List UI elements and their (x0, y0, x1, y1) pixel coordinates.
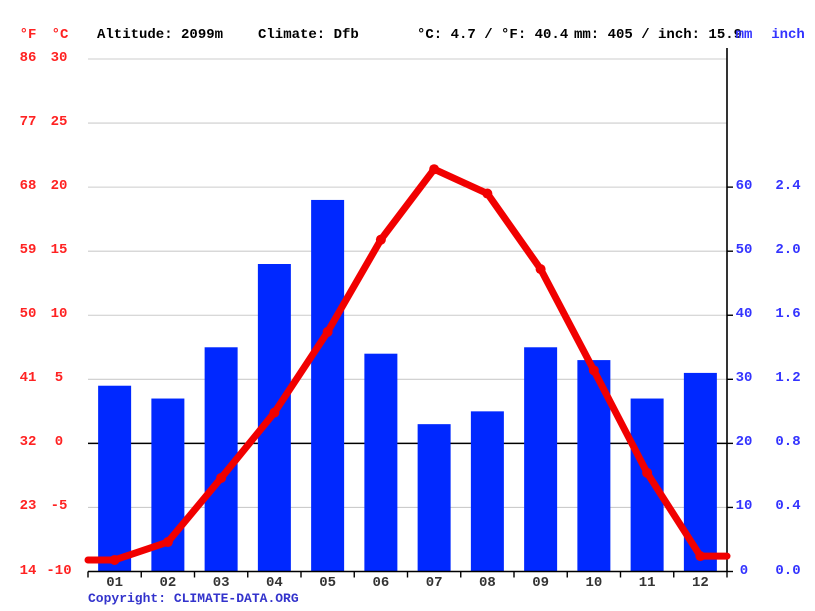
left-tick-c-0: 0 (54, 434, 64, 451)
left-tick-f-32: 32 (19, 434, 37, 451)
precip-bar-07 (417, 424, 451, 572)
right-tick-inch-0.8: 0.8 (775, 434, 801, 451)
right-tick-mm-20: 20 (735, 434, 753, 451)
right-tick-mm-10: 10 (735, 498, 753, 515)
precip-bar-05 (311, 199, 345, 572)
month-label-09: 09 (532, 575, 550, 591)
temperature-point-04 (269, 407, 280, 418)
temperature-point-11 (642, 467, 653, 478)
temperature-point-12 (695, 551, 706, 562)
month-label-04: 04 (265, 575, 283, 591)
temperature-point-05 (322, 326, 333, 337)
temperature-point-08 (482, 188, 493, 199)
temperature-line (84, 165, 731, 564)
temperature-point-02 (162, 537, 173, 548)
left-axis-unit-c: °C (51, 27, 69, 43)
altitude-label: Altitude: 2099m (97, 27, 224, 43)
temperature-point-06 (375, 234, 386, 245)
right-tick-inch-2.0: 2.0 (775, 242, 801, 259)
right-tick-inch-2.4: 2.4 (775, 178, 801, 195)
temperature-point-03 (216, 472, 227, 483)
month-label-12: 12 (691, 575, 709, 591)
left-tick-c-25: 25 (50, 114, 68, 131)
month-label-11: 11 (638, 575, 656, 591)
left-tick-c-15: 15 (50, 242, 68, 259)
precip-total-label: mm: 405 / inch: 15.9 (574, 27, 743, 43)
month-label-08: 08 (478, 575, 496, 591)
right-tick-mm-0: 0 (739, 562, 749, 579)
avg-temp-label: °C: 4.7 / °F: 40.4 (417, 27, 569, 43)
month-label-03: 03 (212, 575, 230, 591)
month-label-02: 02 (159, 575, 177, 591)
left-tick-c--5: -5 (50, 498, 68, 515)
copyright-line: Copyright: CLIMATE-DATA.ORG (88, 591, 299, 606)
month-label-06: 06 (372, 575, 390, 591)
left-tick-f-50: 50 (19, 306, 37, 323)
temperature-point-10 (588, 365, 599, 376)
left-axis-unit-f: °F (19, 27, 37, 43)
left-tick-f-23: 23 (19, 498, 37, 515)
right-tick-mm-60: 60 (735, 178, 753, 195)
left-tick-c-10: 10 (50, 306, 68, 323)
right-tick-inch-0.4: 0.4 (775, 498, 801, 515)
right-tick-mm-50: 50 (735, 242, 753, 259)
month-label-07: 07 (425, 575, 443, 591)
temperature-point-09 (535, 264, 546, 275)
left-tick-c-30: 30 (50, 50, 68, 66)
right-axis-unit-inch: inch (771, 27, 805, 43)
left-tick-f-41: 41 (19, 370, 37, 387)
right-tick-mm-30: 30 (735, 370, 753, 387)
left-tick-f-68: 68 (19, 178, 37, 195)
climate-label: Climate: Dfb (258, 27, 359, 43)
right-tick-inch-1.6: 1.6 (775, 306, 801, 323)
copyright-label: Copyright: (88, 591, 174, 606)
right-tick-inch-0.0: 0.0 (775, 562, 801, 579)
precip-bar-09 (524, 347, 558, 572)
left-tick-c-20: 20 (50, 178, 68, 195)
precip-bar-08 (470, 411, 504, 572)
precip-bar-01 (98, 385, 132, 572)
month-label-10: 10 (585, 575, 603, 591)
temperature-point-07 (429, 164, 440, 175)
left-tick-f-86: 86 (19, 50, 37, 66)
right-axis-unit-mm: mm (735, 27, 753, 43)
month-label-01: 01 (106, 575, 124, 591)
left-tick-f-59: 59 (19, 242, 37, 259)
copyright-link[interactable]: CLIMATE-DATA.ORG (173, 591, 299, 606)
precip-bar-06 (364, 353, 398, 572)
right-tick-mm-40: 40 (735, 306, 753, 323)
left-tick-f-14: 14 (19, 562, 37, 579)
left-tick-c--10: -10 (46, 562, 72, 579)
temperature-point-01 (109, 554, 120, 565)
right-tick-inch-1.2: 1.2 (775, 370, 801, 387)
left-tick-f-77: 77 (19, 114, 37, 131)
left-tick-c-5: 5 (54, 370, 64, 387)
month-label-05: 05 (319, 575, 337, 591)
